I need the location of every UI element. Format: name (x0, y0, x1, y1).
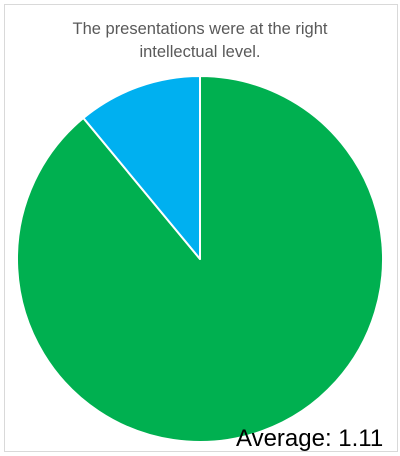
chart-title-line-2: intellectual level. (139, 43, 261, 61)
chart-title: The presentations were at the right inte… (0, 18, 400, 64)
pie-slice-2 (82, 75, 201, 260)
average-annotation: Average: 1.11 (236, 425, 384, 452)
chart-title-line-1: The presentations were at the right (72, 20, 328, 38)
